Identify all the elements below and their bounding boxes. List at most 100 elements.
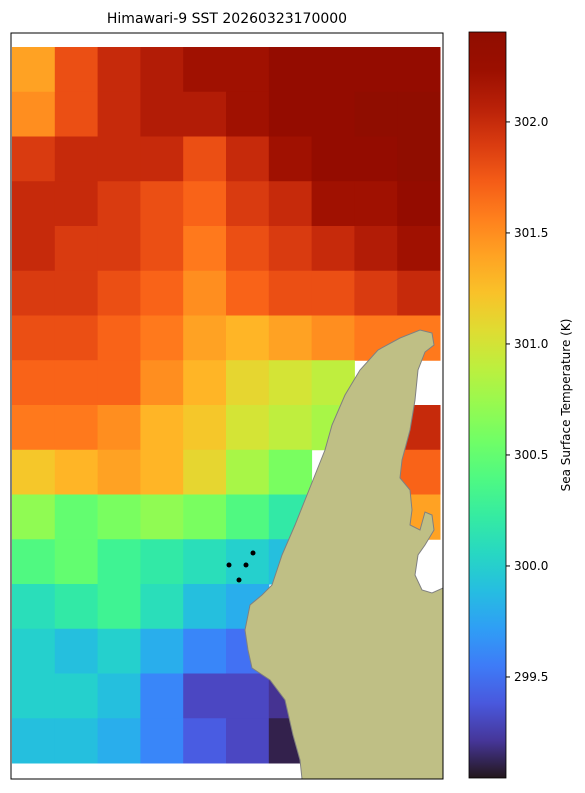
sst-cell xyxy=(268,136,313,182)
sst-cell xyxy=(397,136,441,182)
colorbar-tick-label: 302.0 xyxy=(514,115,548,129)
sst-cell xyxy=(12,584,56,630)
sst-cell xyxy=(183,181,227,227)
sst-cell xyxy=(354,181,398,227)
sst-cell xyxy=(183,136,227,182)
sst-cell xyxy=(12,47,56,93)
sst-cell xyxy=(54,91,99,137)
sst-cell xyxy=(354,91,398,137)
sst-cell xyxy=(12,226,56,272)
sst-cell xyxy=(183,91,227,137)
sst-cell xyxy=(140,91,184,137)
sst-cell xyxy=(226,405,270,451)
sst-cell xyxy=(311,226,355,272)
sst-cell xyxy=(183,673,227,719)
sst-cell xyxy=(12,405,56,451)
sst-cell xyxy=(140,673,184,719)
sst-cell xyxy=(354,226,398,272)
stations xyxy=(226,550,256,583)
sst-cell xyxy=(97,539,141,585)
colorbar-tick-label: 300.5 xyxy=(514,448,548,462)
sst-cell xyxy=(183,360,227,406)
sst-cell xyxy=(54,226,99,272)
sst-cell xyxy=(54,628,99,674)
sst-cell xyxy=(183,628,227,674)
sst-cell xyxy=(54,673,99,719)
sst-cell xyxy=(12,270,56,316)
sst-cell xyxy=(54,584,99,630)
sst-cell xyxy=(268,270,313,316)
sst-cell xyxy=(268,315,313,361)
sst-cell xyxy=(140,181,184,227)
sst-cell xyxy=(397,226,441,272)
sst-cell xyxy=(354,270,398,316)
sst-cell xyxy=(311,47,355,93)
colorbar-label: Sea Surface Temperature (K) xyxy=(559,319,573,492)
sst-cell xyxy=(226,449,270,495)
sst-cell xyxy=(97,494,141,540)
sst-cell xyxy=(226,181,270,227)
station-dot xyxy=(250,550,256,556)
heatmap xyxy=(12,47,441,764)
sst-cell xyxy=(97,270,141,316)
sst-cell xyxy=(140,584,184,630)
sst-cell xyxy=(97,405,141,451)
sst-cell xyxy=(12,673,56,719)
sst-cell xyxy=(140,405,184,451)
sst-cell xyxy=(12,718,56,764)
colorbar xyxy=(468,31,507,779)
sst-cell xyxy=(226,315,270,361)
sst-cell xyxy=(97,315,141,361)
sst-cell xyxy=(54,47,99,93)
sst-cell xyxy=(183,270,227,316)
sst-cell xyxy=(397,181,441,227)
sst-cell xyxy=(54,136,99,182)
sst-cell xyxy=(97,181,141,227)
sst-cell xyxy=(226,360,270,406)
chart-title: Himawari-9 SST 20260323170000 xyxy=(107,11,347,27)
sst-cell xyxy=(97,47,141,93)
sst-cell xyxy=(183,584,227,630)
sst-cell xyxy=(183,226,227,272)
station-dot xyxy=(226,562,232,568)
sst-cell xyxy=(12,449,56,495)
sst-cell xyxy=(97,718,141,764)
sst-cell xyxy=(54,405,99,451)
sst-cell xyxy=(311,91,355,137)
sst-cell xyxy=(140,47,184,93)
sst-cell xyxy=(97,360,141,406)
sst-cell xyxy=(183,315,227,361)
sst-cell xyxy=(354,47,398,93)
sst-cell xyxy=(140,315,184,361)
land xyxy=(244,329,444,780)
sst-cell xyxy=(268,360,313,406)
sst-cell xyxy=(54,315,99,361)
sst-cell xyxy=(140,449,184,495)
sst-cell xyxy=(354,136,398,182)
sst-cell xyxy=(226,47,270,93)
sst-cell xyxy=(97,226,141,272)
sst-cell xyxy=(12,315,56,361)
sst-cell xyxy=(97,449,141,495)
sst-cell xyxy=(268,181,313,227)
sst-cell xyxy=(226,718,270,764)
sst-cell xyxy=(54,494,99,540)
sst-cell xyxy=(54,539,99,585)
sst-cell xyxy=(54,718,99,764)
sst-cell xyxy=(12,539,56,585)
sst-cell xyxy=(12,181,56,227)
station-dot xyxy=(236,577,242,583)
colorbar-tick-label: 299.5 xyxy=(514,670,548,684)
sst-cell xyxy=(226,91,270,137)
sst-cell xyxy=(140,539,184,585)
sst-cell xyxy=(226,270,270,316)
sst-cell xyxy=(226,494,270,540)
sst-cell xyxy=(183,47,227,93)
station-dot xyxy=(243,562,249,568)
sst-cell xyxy=(140,270,184,316)
sst-cell xyxy=(12,91,56,137)
map-frame xyxy=(10,32,444,780)
sst-cell xyxy=(97,628,141,674)
colorbar-tick-label: 301.5 xyxy=(514,226,548,240)
